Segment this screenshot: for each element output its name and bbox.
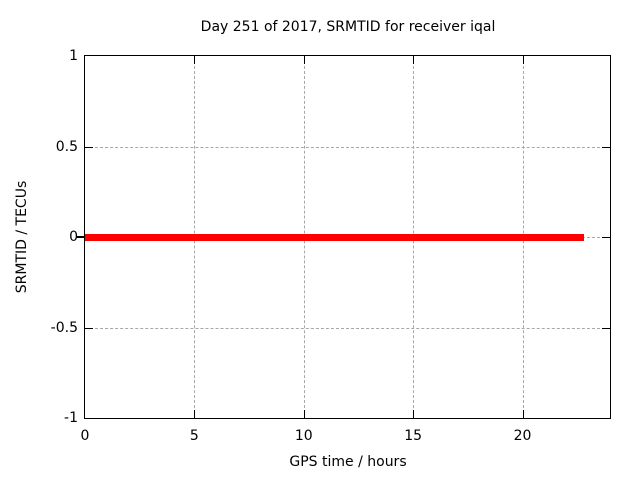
x-tick-top bbox=[303, 56, 305, 64]
data-line-srmtid bbox=[85, 233, 584, 241]
x-tick-label: 20 bbox=[513, 428, 532, 444]
plot-area bbox=[84, 55, 611, 419]
x-tick-bottom bbox=[522, 410, 524, 418]
y-tick-left bbox=[85, 146, 93, 148]
x-tick-bottom bbox=[303, 410, 305, 418]
x-tick-top bbox=[522, 56, 524, 64]
y-tick-right bbox=[602, 327, 610, 329]
y-tick-label: -1 bbox=[64, 410, 78, 426]
x-tick-label: 10 bbox=[294, 428, 313, 444]
x-tick-top bbox=[413, 56, 415, 64]
chart-title: Day 251 of 2017, SRMTID for receiver iqa… bbox=[200, 19, 496, 35]
y-tick-label: 0.5 bbox=[55, 138, 78, 155]
x-tick-top bbox=[194, 56, 196, 64]
x-tick-label: 5 bbox=[189, 428, 199, 444]
y-tick-right bbox=[602, 146, 610, 148]
y-tick-label: -0.5 bbox=[50, 319, 78, 336]
x-tick-label: 0 bbox=[80, 428, 90, 444]
grid-line-y bbox=[85, 146, 610, 148]
y-zero-outer-tick bbox=[76, 236, 84, 238]
x-tick-bottom bbox=[194, 410, 196, 418]
x-tick-bottom bbox=[413, 410, 415, 418]
x-tick-label: 15 bbox=[404, 428, 423, 444]
x-axis-label: GPS time / hours bbox=[289, 454, 407, 470]
grid-line-y bbox=[85, 327, 610, 329]
y-tick-label: 0 bbox=[69, 229, 78, 245]
y-tick-left bbox=[85, 327, 93, 329]
y-tick-right bbox=[602, 237, 610, 238]
y-tick-label: 1 bbox=[69, 48, 78, 64]
